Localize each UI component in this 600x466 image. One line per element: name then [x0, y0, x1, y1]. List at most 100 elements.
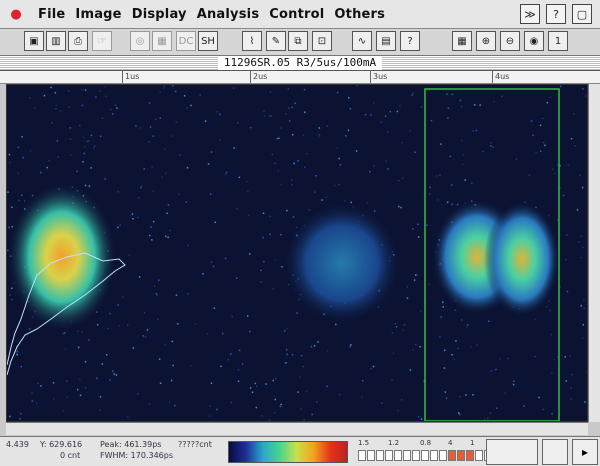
apple-icon[interactable]: ●: [10, 6, 22, 22]
scale-label: 1.2: [388, 439, 400, 447]
noise-dot: [94, 145, 96, 147]
print-icon[interactable]: ⎙: [68, 31, 88, 51]
noise-dot: [101, 117, 104, 119]
noise-dot: [296, 312, 298, 314]
noise-dot: [231, 315, 233, 318]
menu-display[interactable]: Display: [131, 6, 187, 22]
noise-dot: [490, 142, 492, 144]
noise-dot: [413, 279, 416, 281]
fast-forward-icon[interactable]: ≫: [520, 4, 540, 24]
noise-dot: [400, 399, 403, 401]
pencil-icon[interactable]: ✎: [266, 31, 286, 51]
color-wheel-icon[interactable]: ◉: [524, 31, 544, 51]
noise-dot: [556, 219, 559, 221]
noise-dot: [281, 266, 283, 268]
noise-dot: [559, 187, 561, 190]
play-button[interactable]: ▸: [572, 439, 598, 465]
scale-box: [457, 450, 465, 461]
scale-box: [421, 450, 429, 461]
noise-dot: [90, 167, 92, 169]
noise-dot: [246, 181, 248, 183]
window-title-bar[interactable]: 11296SR.05 R3/5us/100mA: [0, 56, 600, 71]
help-button[interactable]: ?: [400, 31, 420, 51]
calculator-icon[interactable]: ▦: [452, 31, 472, 51]
dc-button[interactable]: DC: [176, 31, 196, 51]
scale-label: 1: [470, 439, 475, 447]
menu-others[interactable]: Others: [334, 6, 386, 22]
noise-dot: [69, 127, 72, 129]
crop-icon[interactable]: ⊡: [312, 31, 332, 51]
noise-dot: [199, 94, 201, 96]
sh-button[interactable]: SH: [198, 31, 218, 51]
noise-dot: [428, 283, 430, 286]
window-icon[interactable]: ▢: [572, 4, 592, 24]
noise-dot: [451, 354, 453, 356]
vertical-scrollbar[interactable]: [588, 84, 600, 422]
noise-dot: [446, 201, 449, 203]
noise-dot: [169, 229, 171, 232]
noise-dot: [99, 135, 102, 138]
noise-dot: [167, 236, 169, 239]
noise-dot: [67, 90, 70, 92]
noise-dot: [149, 126, 152, 128]
noise-dot: [582, 246, 584, 248]
noise-dot: [7, 191, 9, 193]
open-icon[interactable]: ▣: [24, 31, 44, 51]
noise-dot: [236, 207, 238, 210]
menu-image[interactable]: Image: [75, 6, 122, 22]
disk-icon[interactable]: ◎: [130, 31, 150, 51]
noise-dot: [487, 320, 490, 322]
noise-dot: [116, 107, 118, 109]
noise-dot: [321, 199, 323, 201]
wave-icon[interactable]: ∿: [352, 31, 372, 51]
noise-dot: [285, 349, 288, 351]
noise-dot: [225, 171, 228, 174]
color-scale-bar[interactable]: [228, 441, 348, 463]
noise-dot: [530, 120, 533, 122]
noise-dot: [117, 304, 119, 306]
noise-dot: [11, 206, 13, 209]
noise-dot: [384, 115, 387, 117]
noise-dot: [247, 190, 249, 193]
noise-dot: [146, 329, 149, 331]
menu-analysis[interactable]: Analysis: [196, 6, 260, 22]
scale-label: 4: [448, 439, 453, 447]
streak-image[interactable]: [6, 84, 588, 422]
noise-dot: [381, 402, 383, 404]
menu-file[interactable]: File: [38, 6, 66, 22]
noise-dot: [260, 281, 262, 283]
noise-dot: [553, 358, 556, 361]
noise-dot: [447, 107, 450, 109]
camera-icon[interactable]: ⧉: [288, 31, 308, 51]
grid-icon[interactable]: ▦: [152, 31, 172, 51]
noise-dot: [406, 297, 409, 299]
noise-dot: [263, 260, 265, 263]
noise-dot: [380, 121, 383, 123]
hand-icon[interactable]: ☞: [92, 31, 112, 51]
noise-dot: [548, 300, 550, 302]
noise-dot: [566, 234, 568, 236]
scale-icon[interactable]: 1: [548, 31, 568, 51]
noise-dot: [9, 415, 11, 418]
noise-dot: [280, 183, 283, 186]
noise-dot: [81, 88, 83, 91]
noise-dot: [443, 349, 446, 351]
noise-dot: [451, 184, 453, 186]
noise-dot: [501, 95, 503, 97]
noise-dot: [263, 115, 266, 117]
noise-dot: [440, 316, 442, 318]
zoom-out-icon[interactable]: ⊖: [500, 31, 520, 51]
menu-control[interactable]: Control: [269, 6, 325, 22]
profile-icon[interactable]: ⌇: [242, 31, 262, 51]
noise-dot: [297, 160, 299, 162]
stack-icon[interactable]: ▤: [376, 31, 396, 51]
noise-dot: [64, 348, 67, 350]
horizontal-scrollbar[interactable]: [6, 422, 588, 435]
roi-rectangle[interactable]: [424, 88, 560, 421]
noise-dot: [362, 379, 364, 382]
noise-dot: [311, 413, 313, 416]
noise-dot: [471, 182, 473, 184]
help-icon[interactable]: ?: [546, 4, 566, 24]
zoom-in-icon[interactable]: ⊕: [476, 31, 496, 51]
save-icon[interactable]: ▥: [46, 31, 66, 51]
